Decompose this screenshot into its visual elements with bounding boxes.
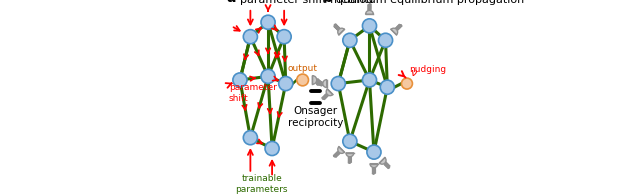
Text: parameter shift method: parameter shift method <box>240 0 373 5</box>
Circle shape <box>378 33 392 47</box>
Text: b: b <box>323 0 333 5</box>
Text: output: output <box>287 64 317 73</box>
Wedge shape <box>370 164 378 168</box>
Wedge shape <box>365 10 373 14</box>
Wedge shape <box>338 28 344 35</box>
Text: trainable
parameters: trainable parameters <box>236 174 288 194</box>
Circle shape <box>401 78 412 89</box>
Wedge shape <box>323 80 326 87</box>
Text: quantum equilibrium propagation: quantum equilibrium propagation <box>335 0 524 5</box>
Text: $\nu$: $\nu$ <box>410 68 419 78</box>
Circle shape <box>243 30 257 44</box>
Circle shape <box>261 69 275 83</box>
Circle shape <box>297 74 308 86</box>
Text: Onsager
reciprocity: Onsager reciprocity <box>288 106 343 128</box>
Circle shape <box>265 142 279 156</box>
Circle shape <box>343 33 357 47</box>
Circle shape <box>278 76 292 91</box>
Wedge shape <box>380 158 386 164</box>
Circle shape <box>343 134 357 148</box>
Wedge shape <box>326 89 333 96</box>
Wedge shape <box>312 76 317 84</box>
Circle shape <box>243 131 257 145</box>
Circle shape <box>233 73 247 87</box>
Wedge shape <box>338 147 344 153</box>
Circle shape <box>277 30 291 44</box>
Circle shape <box>367 145 381 159</box>
Circle shape <box>362 73 376 87</box>
Wedge shape <box>346 153 354 157</box>
Text: nudging: nudging <box>409 65 446 74</box>
Circle shape <box>332 76 346 91</box>
Circle shape <box>380 80 394 94</box>
Circle shape <box>362 19 376 33</box>
Wedge shape <box>391 28 397 35</box>
Text: a: a <box>226 0 236 5</box>
Circle shape <box>261 15 275 29</box>
Text: parameter
shift: parameter shift <box>228 83 276 103</box>
